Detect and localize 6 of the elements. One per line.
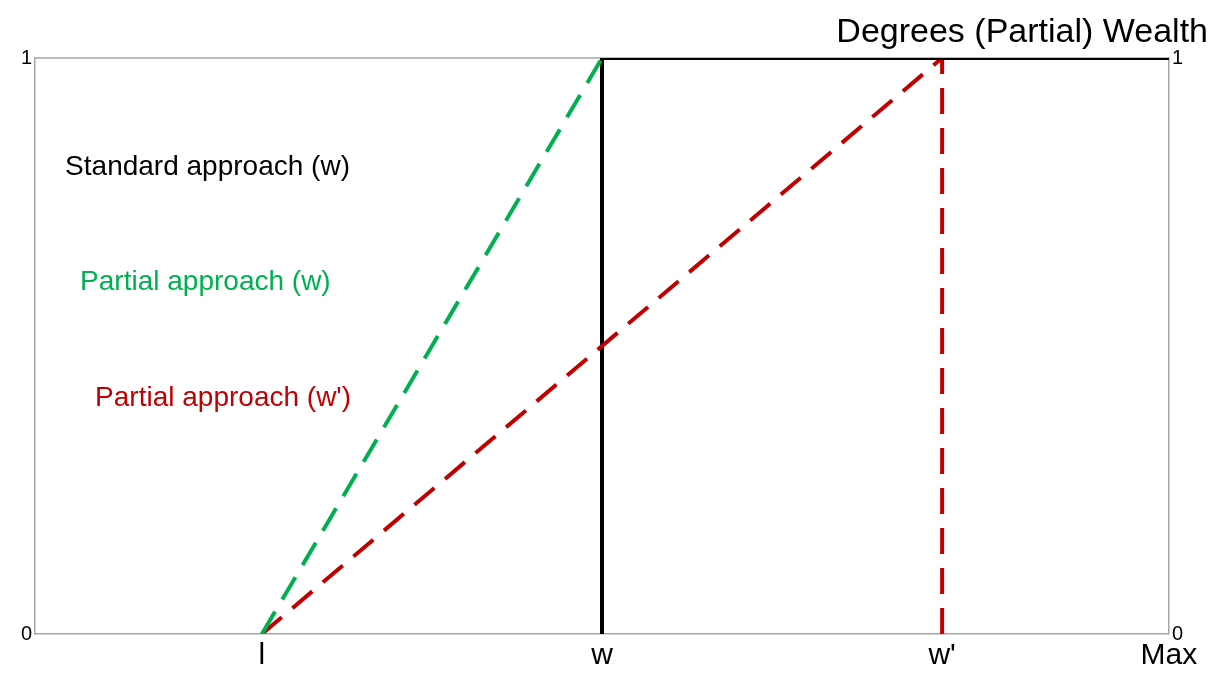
x-tick-label: w	[590, 637, 614, 671]
text: Partial approach (w)	[80, 265, 331, 297]
text: Standard approach (w)	[65, 150, 350, 182]
x-tick-label: w'	[927, 637, 956, 671]
text: Partial approach (w')	[95, 380, 352, 412]
x-tick-label: l	[258, 637, 266, 671]
